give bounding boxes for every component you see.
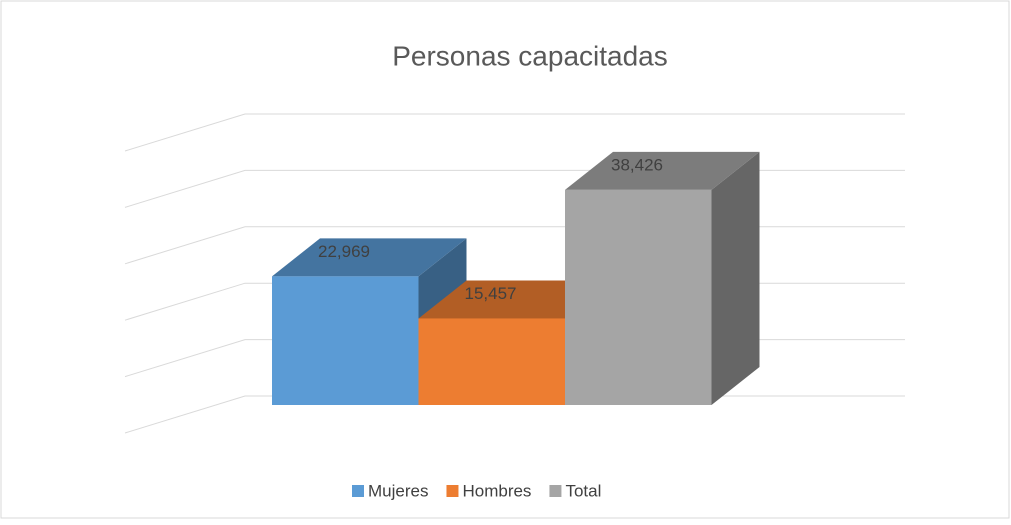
bar-top: [418, 280, 613, 319]
data-label: 15,457: [465, 284, 517, 303]
legend-swatch: [446, 485, 459, 497]
legend-label: Total: [565, 481, 601, 500]
legend-label: Hombres: [462, 481, 531, 500]
data-label: 22,969: [318, 242, 370, 261]
legend-swatch: [352, 485, 364, 497]
legend-label: Mujeres: [368, 481, 428, 500]
legend-swatch: [549, 485, 562, 497]
bar: [272, 276, 419, 405]
bar-side: [711, 151, 760, 405]
data-label: 38,426: [611, 155, 663, 174]
bar: [565, 189, 712, 405]
grid-line: [124, 113, 905, 152]
bar: [418, 318, 565, 405]
chart-title: Personas capacitadas: [392, 40, 668, 71]
bar-top: [272, 238, 467, 277]
bar-top: [565, 151, 760, 190]
